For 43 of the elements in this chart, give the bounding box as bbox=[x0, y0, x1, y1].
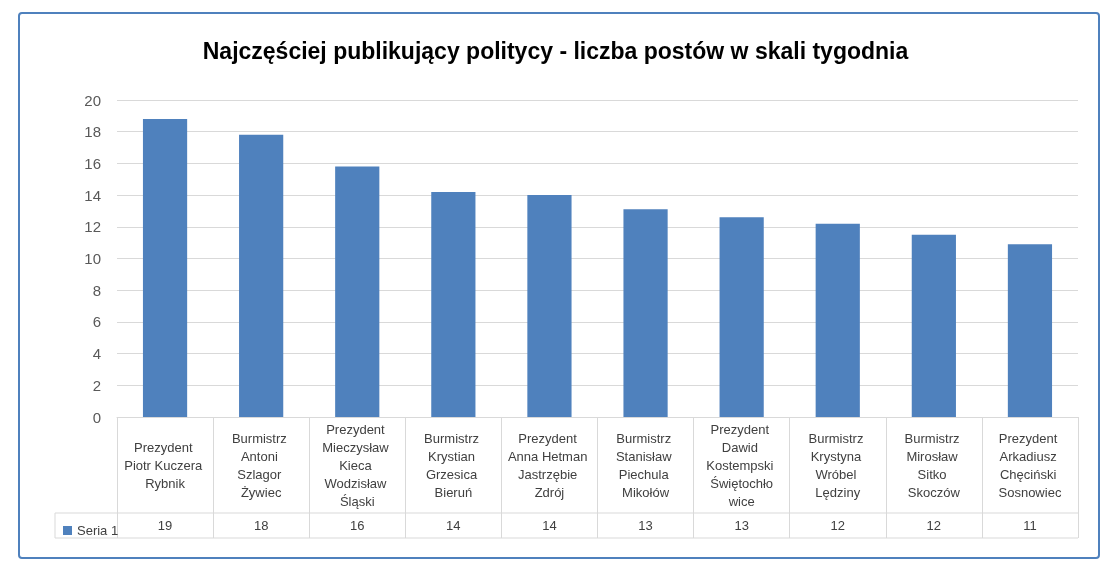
legend-label: Seria 1 bbox=[77, 523, 119, 538]
x-tick-label: Prezydent Arkadiusz Chęciński Sosnowiec bbox=[998, 430, 1062, 500]
y-tick-label: 12 bbox=[84, 218, 101, 236]
bar bbox=[142, 119, 188, 417]
bar bbox=[239, 134, 284, 417]
data-label: 18 bbox=[253, 518, 269, 533]
data-label: 11 bbox=[1023, 518, 1037, 533]
bar bbox=[335, 166, 380, 417]
x-tick-label: Prezydent Dawid Kostempski Świętochłowice bbox=[706, 421, 778, 509]
x-tick-label: Burmistrz Mirosław Sitko Skoczów bbox=[904, 430, 964, 500]
chart-title: Najczęściej publikujący politycy - liczba postów w skali tygodnia bbox=[202, 37, 909, 64]
data-label: 12 bbox=[830, 518, 845, 533]
data-label: 19 bbox=[157, 518, 173, 533]
y-tick-label: 2 bbox=[92, 376, 101, 394]
x-tick-label: Burmistrz Krystyna Wróbel Lędziny bbox=[808, 430, 867, 500]
data-label: 14 bbox=[542, 518, 557, 533]
y-tick-label: 14 bbox=[84, 186, 101, 204]
bar bbox=[431, 191, 476, 417]
data-label: 12 bbox=[926, 518, 942, 533]
x-tick-label: Prezydent Piotr Kuczera Rybnik bbox=[124, 439, 206, 491]
data-label: 16 bbox=[350, 518, 365, 533]
data-label: 13 bbox=[638, 518, 653, 533]
x-tick-label: Burmistrz Antoni Szlagor Żywiec bbox=[231, 430, 291, 500]
y-tick-label: 0 bbox=[92, 408, 101, 426]
x-tick-label: Prezydent Mieczysław Kieca Wodzisław Śląski bbox=[322, 421, 393, 509]
y-tick-label: 20 bbox=[84, 91, 101, 109]
bar bbox=[719, 217, 764, 417]
y-tick-label: 16 bbox=[84, 154, 101, 172]
data-label: 13 bbox=[734, 518, 749, 533]
y-tick-label: 8 bbox=[92, 281, 101, 299]
bar bbox=[527, 195, 572, 417]
x-tick-label: Burmistrz Krystian Grzesica Bieruń bbox=[424, 430, 483, 500]
y-tick-label: 10 bbox=[84, 250, 101, 267]
x-tick-label: Burmistrz Stanisław Piechula Mikołów bbox=[615, 430, 676, 500]
y-tick-label: 18 bbox=[84, 123, 101, 141]
x-tick-label: Prezydent Anna Hetman Jastrzębie Zdrój bbox=[507, 430, 591, 500]
bar bbox=[1007, 244, 1053, 417]
y-tick-label: 4 bbox=[92, 345, 101, 363]
data-label: 14 bbox=[446, 518, 461, 533]
bar bbox=[815, 223, 860, 417]
y-tick-label: 6 bbox=[92, 313, 101, 331]
bar bbox=[623, 209, 668, 417]
bar bbox=[911, 234, 956, 417]
